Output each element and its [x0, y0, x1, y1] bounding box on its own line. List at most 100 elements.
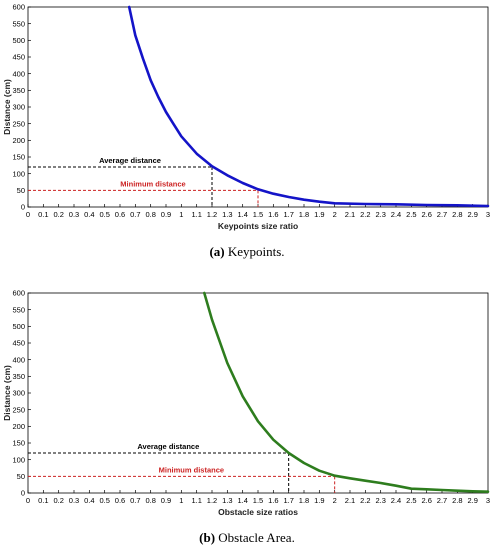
y-tick-label: 500 — [12, 322, 25, 331]
annotation-label: Average distance — [99, 156, 161, 165]
x-tick-label: 0.9 — [161, 210, 171, 219]
x-axis-label: Obstacle size ratios — [218, 507, 298, 517]
annotation-label: Average distance — [137, 442, 199, 451]
x-tick-label: 2.6 — [421, 496, 431, 505]
x-tick-label: 1.5 — [253, 496, 263, 505]
x-tick-label: 1.3 — [222, 210, 232, 219]
y-tick-label: 250 — [12, 405, 25, 414]
x-tick-label: 2 — [333, 496, 337, 505]
x-tick-label: 0.7 — [130, 210, 140, 219]
y-tick-label: 550 — [12, 19, 25, 28]
y-tick-label: 100 — [12, 169, 25, 178]
x-tick-label: 2.7 — [437, 496, 447, 505]
y-tick-label: 600 — [12, 3, 25, 12]
x-tick-label: 0.9 — [161, 496, 171, 505]
caption-keypoints: (a) Keypoints. — [0, 244, 494, 260]
y-tick-label: 200 — [12, 136, 25, 145]
x-tick-label: 1.6 — [268, 496, 278, 505]
x-tick-label: 2.3 — [375, 496, 385, 505]
y-tick-label: 450 — [12, 339, 25, 348]
y-tick-label: 350 — [12, 86, 25, 95]
plot-frame — [27, 6, 489, 208]
caption-text: Obstacle Area. — [218, 530, 295, 545]
y-tick-label: 500 — [12, 36, 25, 45]
x-tick-label: 2.6 — [421, 210, 431, 219]
x-tick-label: 2.4 — [391, 496, 401, 505]
x-tick-label: 0.1 — [38, 496, 48, 505]
x-tick-label: 2.1 — [345, 210, 355, 219]
x-tick-label: 0.4 — [84, 210, 94, 219]
x-tick-label: 1.8 — [299, 496, 309, 505]
series-line — [127, 5, 490, 208]
annotation-label: Minimum distance — [159, 465, 224, 474]
y-tick-label: 250 — [12, 119, 25, 128]
x-tick-label: 0.6 — [115, 496, 125, 505]
x-tick-label: 3 — [486, 496, 490, 505]
x-tick-label: 2.9 — [467, 496, 477, 505]
y-tick-label: 0 — [21, 489, 25, 498]
x-tick-label: 1.8 — [299, 210, 309, 219]
y-tick-label: 550 — [12, 305, 25, 314]
x-tick-label: 1.2 — [207, 496, 217, 505]
y-tick-label: 350 — [12, 372, 25, 381]
x-tick-label: 2.7 — [437, 210, 447, 219]
x-tick-label: 0.3 — [69, 210, 79, 219]
caption-obstacle-area: (b) Obstacle Area. — [0, 530, 494, 546]
x-tick-label: 0.1 — [38, 210, 48, 219]
x-tick-label: 0.5 — [99, 496, 109, 505]
x-tick-label: 0.8 — [145, 496, 155, 505]
x-tick-label: 2.5 — [406, 496, 416, 505]
y-tick-label: 100 — [12, 455, 25, 464]
y-tick-label: 200 — [12, 422, 25, 431]
x-tick-label: 3 — [486, 210, 490, 219]
x-tick-label: 2.9 — [467, 210, 477, 219]
y-tick-label: 150 — [12, 153, 25, 162]
y-tick-label: 600 — [12, 289, 25, 298]
y-tick-label: 50 — [17, 186, 25, 195]
x-tick-label: 0.8 — [145, 210, 155, 219]
x-tick-label: 2.4 — [391, 210, 401, 219]
x-tick-label: 1.6 — [268, 210, 278, 219]
y-axis-label: Distance (cm) — [2, 79, 12, 135]
y-tick-label: 50 — [17, 472, 25, 481]
y-tick-label: 450 — [12, 53, 25, 62]
x-axis-label: Keypoints size ratio — [218, 221, 298, 231]
x-tick-label: 0.6 — [115, 210, 125, 219]
x-tick-label: 1.2 — [207, 210, 217, 219]
obstacle-area-chart: 0 0.1 0.2 0.3 0.4 0.5 0.6 0.7 0.8 0.9 1 1.1 1.2 1.3 1.… — [2, 289, 490, 517]
x-tick-label: 0 — [26, 496, 30, 505]
x-tick-label: 1.9 — [314, 496, 324, 505]
y-tick-label: 400 — [12, 355, 25, 364]
x-tick-label: 1.7 — [283, 496, 293, 505]
x-tick-label: 1.4 — [237, 210, 247, 219]
x-tick-label: 1.1 — [191, 496, 201, 505]
x-tick-label: 1.3 — [222, 496, 232, 505]
x-tick-label: 1.4 — [237, 496, 247, 505]
y-tick-label: 400 — [12, 69, 25, 78]
annotation-label: Minimum distance — [120, 179, 185, 188]
x-tick-label: 1 — [179, 496, 183, 505]
x-tick-label: 2.8 — [452, 496, 462, 505]
x-tick-label: 2.8 — [452, 210, 462, 219]
x-tick-label: 2.2 — [360, 210, 370, 219]
x-tick-label: 0 — [26, 210, 30, 219]
x-tick-label: 0.3 — [69, 496, 79, 505]
x-tick-label: 1.1 — [191, 210, 201, 219]
plot-frame — [27, 292, 489, 494]
x-tick-label: 2.2 — [360, 496, 370, 505]
x-tick-label: 2 — [333, 210, 337, 219]
x-tick-label: 2.3 — [375, 210, 385, 219]
x-tick-label: 1 — [179, 210, 183, 219]
y-axis-label: Distance (cm) — [2, 365, 12, 421]
x-tick-label: 0.2 — [53, 210, 63, 219]
x-tick-label: 0.5 — [99, 210, 109, 219]
keypoints-chart: 0 0.1 0.2 0.3 0.4 0.5 0.6 0.7 0.8 0.9 1 1.1 1.2 1.3 1.… — [2, 3, 490, 231]
y-tick-label: 300 — [12, 389, 25, 398]
x-tick-label: 1.7 — [283, 210, 293, 219]
x-tick-label: 1.9 — [314, 210, 324, 219]
x-tick-label: 0.2 — [53, 496, 63, 505]
caption-text: Keypoints. — [227, 244, 285, 259]
x-tick-label: 0.4 — [84, 496, 94, 505]
x-tick-label: 1.5 — [253, 210, 263, 219]
caption-tag: (b) — [199, 530, 216, 545]
